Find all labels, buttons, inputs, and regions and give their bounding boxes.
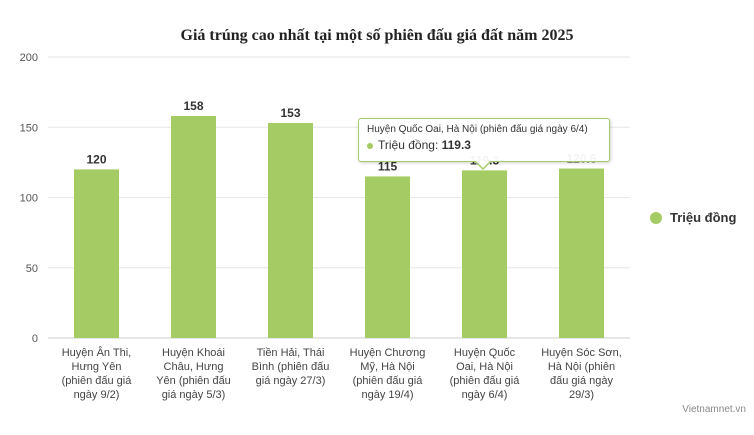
x-tick-label-line: Hà Nội (phiên xyxy=(548,361,615,373)
x-tick-label-line: giá ngày 27/3) xyxy=(256,375,326,387)
x-tick-label-line: Huyện Chương xyxy=(350,347,426,359)
x-tick-label: Huyện Ân Thi, Hưng Yên (phiên đấu giá ngày … xyxy=(62,346,133,401)
x-tick-label-line: Huyện Sóc Sơn, xyxy=(541,347,622,359)
x-tick-label-line: Huyện Ân Thi, xyxy=(62,346,132,359)
x-tick-label-line: Mỹ, Hà Nội xyxy=(360,361,414,373)
x-tick-label-line: 29/3) xyxy=(569,389,594,401)
x-tick-label-line: Hưng Yên xyxy=(72,361,122,373)
tooltip-title: Huyện Quốc Oai, Hà Nội (phiên đấu giá ng… xyxy=(367,124,588,135)
x-tick-label: Huyện Sóc Sơn, Hà Nội (phiên đấu giá ngày 2… xyxy=(541,347,622,401)
x-tick-label: Huyện Khoái Châu, Hưng Yên (phiên đấu giá n… xyxy=(156,347,231,401)
x-tick-label-line: đấu giá ngày xyxy=(550,375,613,387)
x-tick-label-line: Tiền Hải, Thái xyxy=(257,347,325,359)
bar xyxy=(365,176,410,338)
credit-text[interactable]: Vietnamnet.vn xyxy=(682,404,746,415)
legend-marker-icon xyxy=(650,211,662,224)
y-tick-label: 150 xyxy=(20,122,38,134)
x-tick-label-line: Yên (phiên đấu xyxy=(156,375,231,387)
y-tick-label: 100 xyxy=(20,193,38,205)
x-tick-label-line: ngày 19/4) xyxy=(362,389,414,401)
x-tick-label-line: Oai, Hà Nội xyxy=(456,361,513,373)
tooltip-pointer-inner xyxy=(476,161,490,168)
y-tick-label: 50 xyxy=(26,263,38,275)
tooltip-marker-icon xyxy=(367,142,373,149)
data-label: 153 xyxy=(280,106,300,120)
x-tick-label: Tiền Hải, Thái Bình (phiên đấu giá ngày 27… xyxy=(252,347,330,387)
data-label: 120 xyxy=(86,152,106,166)
tooltip-row: Triệu đồng: 119.3 xyxy=(367,138,601,152)
x-tick-label-line: (phiên đấu giá xyxy=(62,375,133,387)
data-label: 115 xyxy=(378,159,398,173)
x-tick-label-line: Bình (phiên đấu xyxy=(252,361,330,373)
bar xyxy=(268,123,313,338)
y-tick-label: 200 xyxy=(20,52,38,64)
y-tick-label: 0 xyxy=(32,333,38,345)
x-tick-label-line: (phiên đấu giá xyxy=(450,375,521,387)
tooltip: Huyện Quốc Oai, Hà Nội (phiên đấu giá ng… xyxy=(358,118,610,170)
bar xyxy=(74,169,119,338)
chart-title: Giá trúng cao nhất tại một số phiên đấu … xyxy=(180,27,574,44)
bar xyxy=(559,168,604,338)
x-tick-label-line: Huyện Khoái xyxy=(162,347,225,359)
x-tick-label-line: Huyện Quốc xyxy=(454,347,516,359)
x-tick-label-line: ngày 6/4) xyxy=(462,389,508,401)
x-tick-label-line: ngày 9/2) xyxy=(74,389,120,401)
x-tick-label: Huyện Quốc Oai, Hà Nội (phiên đấu giá ngày … xyxy=(450,347,521,401)
x-tick-label-line: (phiên đấu giá xyxy=(353,375,424,387)
legend-item[interactable]: Triệu đồng xyxy=(650,210,736,225)
tooltip-series-label: Triệu đồng xyxy=(378,138,435,152)
data-label: 158 xyxy=(183,99,203,113)
legend-label: Triệu đồng xyxy=(670,210,737,225)
x-tick-label-line: Châu, Hưng xyxy=(164,361,224,373)
x-tick-label-line: giá ngày 5/3) xyxy=(162,389,226,401)
x-tick-label: Huyện Chương Mỹ, Hà Nội (phiên đấu giá ngày… xyxy=(350,347,426,401)
bar xyxy=(171,116,216,338)
tooltip-value: 119.3 xyxy=(441,138,471,152)
bar xyxy=(462,170,507,338)
